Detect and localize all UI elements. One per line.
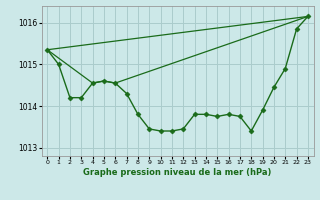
X-axis label: Graphe pression niveau de la mer (hPa): Graphe pression niveau de la mer (hPa) [84,168,272,177]
